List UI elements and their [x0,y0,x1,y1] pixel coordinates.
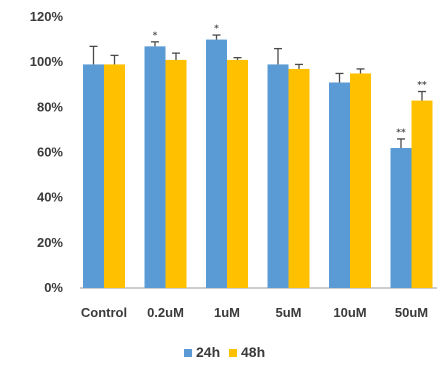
x-axis-tick-labels: Control 0.2uM 1uM 5uM 10uM 50uM [81,305,428,320]
y-tick-label: 120% [30,9,64,24]
y-axis-tick-labels: 0% 20% 40% 60% 80% 100% 120% [30,9,64,295]
legend-swatch-48h [229,349,237,357]
x-tick-label: Control [81,305,127,320]
y-tick-label: 60% [37,145,63,160]
y-tick-label: 0% [44,280,63,295]
x-tick-label: 5uM [276,305,302,320]
significance-mark: ** [417,81,427,91]
bar-48h-10uM [350,73,371,288]
y-tick-label: 80% [37,99,63,114]
significance-mark: * [153,31,158,41]
bar-48h-0.2uM [165,59,187,289]
significance-mark: * [214,24,219,34]
bar-48h-50uM [411,100,433,288]
bar-24h-Control [83,64,104,288]
x-tick-label: 0.2uM [147,305,184,320]
bar-24h-1uM [206,39,227,289]
bars [83,39,433,289]
error-bars [89,34,426,148]
x-tick-label: 10uM [333,305,366,320]
bar-48h-1uM [227,59,248,289]
bar-24h-50uM [390,147,412,288]
legend-label-48h: 48h [241,344,265,360]
x-tick-label: 1uM [214,305,240,320]
bar-24h-10uM [329,82,350,288]
y-tick-label: 100% [30,54,64,69]
bar-48h-5uM [288,68,310,288]
significance-mark: ** [396,128,406,138]
bar-24h-5uM [267,64,289,288]
legend-swatch-24h [184,349,192,357]
y-tick-label: 40% [37,190,63,205]
y-tick-label: 20% [37,235,63,250]
legend-label-24h: 24h [196,344,220,360]
legend: 24h 48h [184,344,265,360]
x-tick-label: 50uM [395,305,428,320]
significance-marks: ****** [153,24,427,138]
bar-48h-Control [104,64,125,288]
bar-24h-0.2uM [144,46,166,288]
